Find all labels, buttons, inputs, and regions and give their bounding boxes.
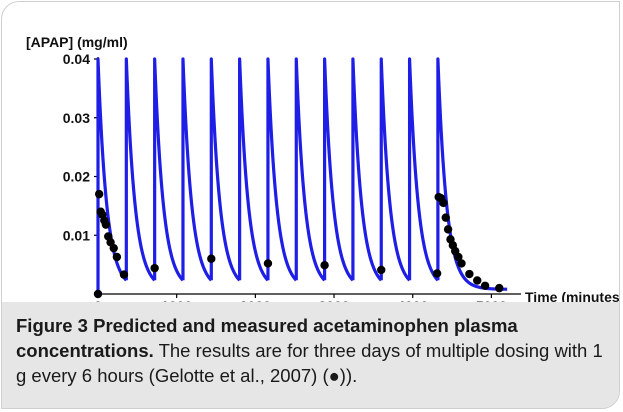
measured-point bbox=[439, 198, 448, 208]
measured-point bbox=[465, 269, 474, 279]
predicted-curve-segment bbox=[436, 57, 508, 291]
measured-point bbox=[443, 225, 453, 234]
figure-caption-text: The results are for three days of multip… bbox=[16, 340, 603, 386]
measured-point bbox=[207, 254, 216, 263]
measured-point bbox=[480, 281, 490, 290]
measured-point bbox=[119, 270, 129, 279]
predicted-curve-segment bbox=[181, 57, 213, 282]
measured-point bbox=[112, 252, 122, 262]
measured-point bbox=[93, 289, 103, 299]
x-axis-label: Time (minutes) bbox=[525, 289, 620, 302]
predicted-curve-segment bbox=[96, 57, 128, 294]
predicted-curve-segment bbox=[238, 57, 270, 282]
measured-point bbox=[473, 276, 482, 285]
figure-caption: Figure 3 Predicted and measured acetamin… bbox=[16, 313, 607, 388]
points-layer bbox=[93, 189, 504, 299]
predicted-curve-segment bbox=[351, 57, 383, 282]
measured-point bbox=[377, 265, 386, 275]
measured-point bbox=[457, 259, 466, 268]
measured-point bbox=[495, 283, 504, 293]
predicted-curve-segment bbox=[379, 57, 411, 282]
y-tick-label: 0.02 bbox=[63, 169, 90, 185]
caption-panel: Figure 3 Predicted and measured acetamin… bbox=[2, 302, 619, 408]
chart-svg: 0100020003000400050000.010.020.030.04[AP… bbox=[26, 34, 620, 314]
figure-label: Figure 3 bbox=[16, 315, 88, 336]
predicted-curve-segment bbox=[153, 57, 185, 282]
predicted-curve-segment bbox=[266, 57, 298, 282]
predicted-curve-segment bbox=[124, 57, 156, 282]
predicted-curve-segment bbox=[294, 57, 326, 282]
y-axis-label: [APAP] (mg/ml) bbox=[26, 34, 128, 50]
predicted-curve-segment bbox=[209, 57, 241, 282]
predicted-curve-segment bbox=[407, 57, 440, 282]
chart-area: 0100020003000400050000.010.020.030.04[AP… bbox=[2, 2, 620, 314]
measured-point bbox=[101, 220, 111, 229]
y-tick-label: 0.04 bbox=[63, 51, 90, 67]
measured-point bbox=[109, 243, 118, 253]
y-tick-label: 0.01 bbox=[63, 227, 90, 243]
figure-title: Predicted and measured acetaminophen pla… bbox=[16, 315, 518, 361]
measured-point bbox=[94, 189, 104, 199]
measured-point bbox=[150, 263, 159, 273]
measured-point bbox=[441, 213, 450, 222]
y-tick-label: 0.03 bbox=[63, 110, 90, 126]
measured-point bbox=[320, 261, 329, 270]
series-layer bbox=[96, 57, 508, 294]
measured-point bbox=[263, 259, 273, 268]
measured-point bbox=[432, 269, 442, 278]
predicted-curve-segment bbox=[323, 57, 355, 282]
measured-point bbox=[454, 252, 463, 262]
